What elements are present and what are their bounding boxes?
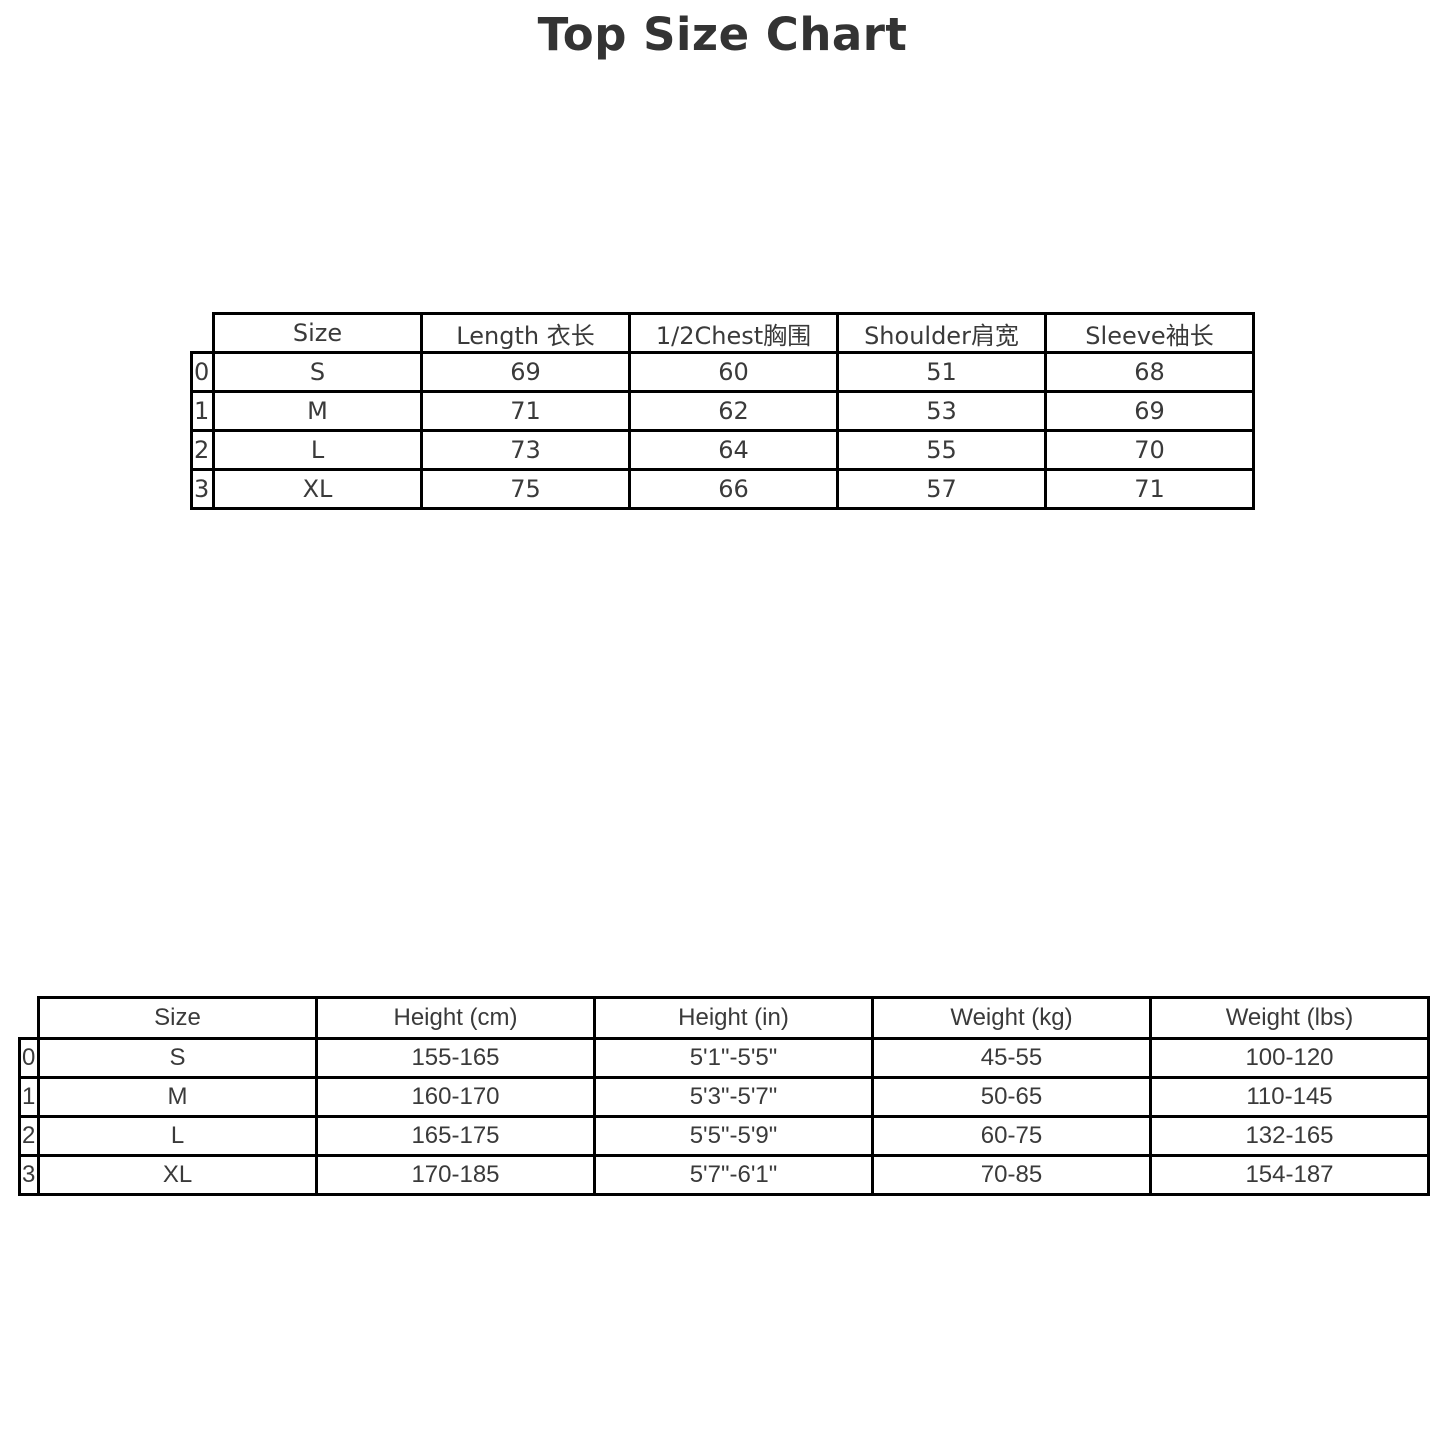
table-row: 2 L 73 64 55 70 (190, 429, 1255, 471)
table-row: 0 S 155-165 5'1"-5'5" 45-55 100-120 (18, 1037, 1430, 1079)
height-weight-table: Size Height (cm) Height (in) Weight (kg)… (18, 996, 1430, 1196)
column-header-length: Length 衣长 (420, 312, 631, 354)
column-header-size: Size (37, 996, 318, 1040)
table-cell: 73 (420, 429, 631, 471)
row-index: 0 (190, 351, 215, 393)
table-cell: S (212, 351, 423, 393)
table-cell: 69 (1044, 390, 1255, 432)
table-cell: 100-120 (1149, 1037, 1430, 1079)
table-cell: 5'1"-5'5" (593, 1037, 874, 1079)
table-cell: 110-145 (1149, 1076, 1430, 1118)
table-cell: 5'5"-5'9" (593, 1115, 874, 1157)
table-cell: 132-165 (1149, 1115, 1430, 1157)
row-index: 3 (18, 1154, 40, 1196)
table-cell: 60 (628, 351, 839, 393)
table-cell: 71 (1044, 468, 1255, 510)
table-row: 3 XL 170-185 5'7"-6'1" 70-85 154-187 (18, 1154, 1430, 1196)
table-cell: 66 (628, 468, 839, 510)
table-cell: 60-75 (871, 1115, 1152, 1157)
table-cell: 45-55 (871, 1037, 1152, 1079)
column-header-height-cm: Height (cm) (315, 996, 596, 1040)
table-cell: 165-175 (315, 1115, 596, 1157)
table-cell: 71 (420, 390, 631, 432)
garment-measurements-table: Size Length 衣长 1/2Chest胸围 Shoulder肩宽 Sle… (190, 312, 1255, 510)
table-cell: 50-65 (871, 1076, 1152, 1118)
row-index: 3 (190, 468, 215, 510)
table-cell: 154-187 (1149, 1154, 1430, 1196)
index-header-spacer (20, 998, 39, 1039)
column-header-shoulder: Shoulder肩宽 (836, 312, 1047, 354)
column-header-chest: 1/2Chest胸围 (628, 312, 839, 354)
table-cell: 68 (1044, 351, 1255, 393)
table-row: 2 L 165-175 5'5"-5'9" 60-75 132-165 (18, 1115, 1430, 1157)
index-header-spacer (192, 314, 214, 353)
table-cell: M (212, 390, 423, 432)
table-header-row: Size Height (cm) Height (in) Weight (kg)… (20, 996, 1430, 1040)
table-cell: 70 (1044, 429, 1255, 471)
table-cell: 51 (836, 351, 1047, 393)
table-header-row: Size Length 衣长 1/2Chest胸围 Shoulder肩宽 Sle… (192, 312, 1255, 354)
table-cell: 69 (420, 351, 631, 393)
table-cell: 155-165 (315, 1037, 596, 1079)
table-cell: L (37, 1115, 318, 1157)
table-cell: XL (212, 468, 423, 510)
table-row: 1 M 160-170 5'3"-5'7" 50-65 110-145 (18, 1076, 1430, 1118)
table-cell: 75 (420, 468, 631, 510)
table-cell: 55 (836, 429, 1047, 471)
row-index: 2 (18, 1115, 40, 1157)
table-cell: 53 (836, 390, 1047, 432)
column-header-weight-kg: Weight (kg) (871, 996, 1152, 1040)
table-cell: 160-170 (315, 1076, 596, 1118)
row-index: 2 (190, 429, 215, 471)
table-cell: S (37, 1037, 318, 1079)
page-title: Top Size Chart (537, 8, 908, 61)
row-index: 1 (190, 390, 215, 432)
table-cell: 5'3"-5'7" (593, 1076, 874, 1118)
table-cell: 62 (628, 390, 839, 432)
row-index: 1 (18, 1076, 40, 1118)
table-row: 0 S 69 60 51 68 (190, 351, 1255, 393)
row-index: 0 (18, 1037, 40, 1079)
table-cell: 57 (836, 468, 1047, 510)
table-row: 1 M 71 62 53 69 (190, 390, 1255, 432)
table-cell: M (37, 1076, 318, 1118)
column-header-sleeve: Sleeve袖长 (1044, 312, 1255, 354)
column-header-height-in: Height (in) (593, 996, 874, 1040)
table-cell: 70-85 (871, 1154, 1152, 1196)
table-cell: 170-185 (315, 1154, 596, 1196)
table-cell: 64 (628, 429, 839, 471)
column-header-size: Size (212, 312, 423, 354)
table-cell: XL (37, 1154, 318, 1196)
table-row: 3 XL 75 66 57 71 (190, 468, 1255, 510)
column-header-weight-lbs: Weight (lbs) (1149, 996, 1430, 1040)
table-cell: 5'7"-6'1" (593, 1154, 874, 1196)
table-cell: L (212, 429, 423, 471)
